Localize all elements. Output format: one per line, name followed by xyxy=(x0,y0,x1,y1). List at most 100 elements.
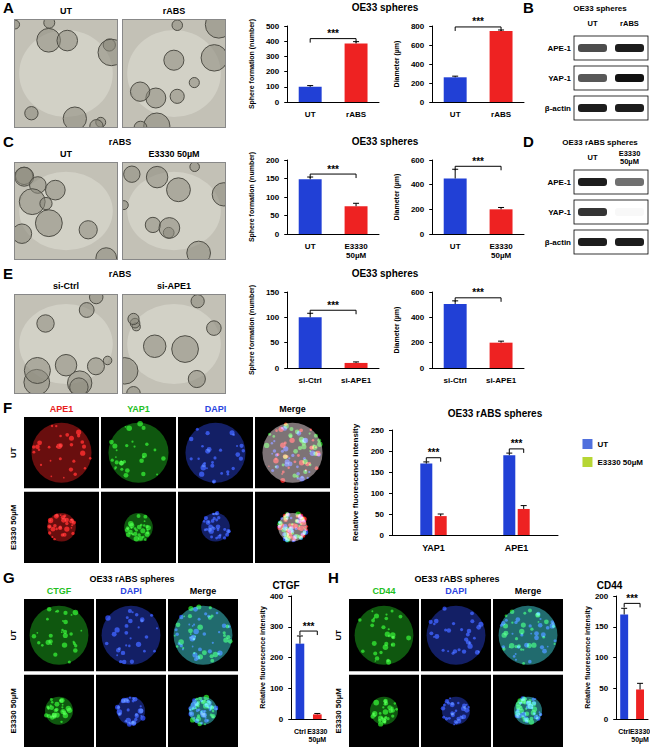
svg-text:rABS: rABS xyxy=(346,110,367,119)
svg-text:UT: UT xyxy=(305,242,316,251)
svg-text:0: 0 xyxy=(420,98,425,107)
svg-text:50: 50 xyxy=(270,211,279,220)
svg-text:***: *** xyxy=(472,16,484,27)
svg-text:G: G xyxy=(3,569,15,586)
svg-text:50µM: 50µM xyxy=(631,736,649,744)
svg-text:UT: UT xyxy=(597,440,608,449)
svg-text:400: 400 xyxy=(411,313,425,322)
svg-text:YAP1: YAP1 xyxy=(127,404,150,414)
svg-text:UT: UT xyxy=(60,6,72,16)
svg-text:E3330 50µM: E3330 50µM xyxy=(148,149,199,159)
svg-text:200: 200 xyxy=(411,338,425,347)
svg-text:E3330 50µM: E3330 50µM xyxy=(9,688,18,734)
svg-text:YAP1: YAP1 xyxy=(422,543,445,553)
svg-text:150: 150 xyxy=(371,468,385,477)
svg-text:OE33 rABS spheres: OE33 rABS spheres xyxy=(414,574,499,584)
svg-text:si-Ctrl: si-Ctrl xyxy=(444,376,467,385)
svg-text:UT: UT xyxy=(9,630,18,641)
svg-text:CTGF: CTGF xyxy=(47,586,72,596)
svg-text:50µM: 50µM xyxy=(346,251,367,260)
svg-text:200: 200 xyxy=(595,592,609,601)
svg-text:OE33 spheres: OE33 spheres xyxy=(573,4,627,13)
svg-text:800: 800 xyxy=(411,22,425,31)
svg-text:***: *** xyxy=(428,447,440,458)
svg-text:50µM: 50µM xyxy=(491,251,512,260)
svg-text:UT: UT xyxy=(588,153,598,162)
svg-text:UT: UT xyxy=(9,447,18,458)
svg-text:UT: UT xyxy=(305,110,316,119)
svg-text:H: H xyxy=(328,569,339,586)
svg-text:E3330 50µM: E3330 50µM xyxy=(597,458,643,467)
svg-text:300: 300 xyxy=(270,622,284,631)
svg-text:0: 0 xyxy=(380,531,385,540)
svg-text:0: 0 xyxy=(275,98,280,107)
svg-text:300: 300 xyxy=(266,52,280,61)
svg-text:OE33 rABS spheres: OE33 rABS spheres xyxy=(562,138,638,147)
svg-text:C: C xyxy=(3,133,14,150)
svg-text:***: *** xyxy=(327,28,339,39)
svg-text:E3330: E3330 xyxy=(630,728,650,735)
svg-text:500: 500 xyxy=(266,22,280,31)
svg-text:UT: UT xyxy=(334,630,343,641)
svg-text:***: *** xyxy=(472,287,484,298)
svg-text:0: 0 xyxy=(420,364,425,373)
svg-text:600: 600 xyxy=(411,41,425,50)
svg-text:APE1: APE1 xyxy=(50,404,74,414)
svg-text:CD44: CD44 xyxy=(597,580,623,591)
svg-text:***: *** xyxy=(626,593,638,604)
svg-text:50: 50 xyxy=(375,510,384,519)
svg-text:CD44: CD44 xyxy=(372,586,395,596)
svg-text:150: 150 xyxy=(595,622,609,631)
svg-text:OE33 spheres: OE33 spheres xyxy=(352,136,419,147)
svg-text:200: 200 xyxy=(270,653,284,662)
svg-text:OE33 spheres: OE33 spheres xyxy=(352,268,419,279)
svg-text:OE33 spheres: OE33 spheres xyxy=(352,2,419,13)
svg-text:200: 200 xyxy=(411,205,425,214)
svg-text:Merge: Merge xyxy=(190,586,217,596)
svg-text:CTGF: CTGF xyxy=(272,580,299,591)
svg-text:Relative fluorescence intensit: Relative fluorescence intensity xyxy=(584,606,592,709)
svg-text:100: 100 xyxy=(266,313,280,322)
svg-text:600: 600 xyxy=(411,156,425,165)
svg-text:A: A xyxy=(3,0,14,16)
svg-text:200: 200 xyxy=(411,79,425,88)
svg-text:β-actin: β-actin xyxy=(545,238,571,247)
svg-text:si-APE1: si-APE1 xyxy=(341,376,372,385)
svg-text:E3330 50µM: E3330 50µM xyxy=(334,688,343,734)
svg-text:0: 0 xyxy=(604,715,609,724)
svg-text:E3330: E3330 xyxy=(489,242,513,251)
svg-text:OE33 rABS spheres: OE33 rABS spheres xyxy=(448,408,543,419)
svg-text:400: 400 xyxy=(411,60,425,69)
svg-text:Sphere formation (number): Sphere formation (number) xyxy=(248,285,256,375)
svg-text:200: 200 xyxy=(371,447,385,456)
svg-text:***: *** xyxy=(511,438,523,449)
svg-text:Diameter (µm): Diameter (µm) xyxy=(393,174,401,221)
svg-text:UT: UT xyxy=(60,149,72,159)
svg-text:100: 100 xyxy=(270,684,284,693)
svg-text:UT: UT xyxy=(588,19,598,28)
svg-text:150: 150 xyxy=(266,174,280,183)
svg-text:B: B xyxy=(523,0,534,16)
svg-text:YAP-1: YAP-1 xyxy=(548,74,571,83)
svg-text:Ctrl: Ctrl xyxy=(294,728,306,735)
svg-text:si-APE1: si-APE1 xyxy=(157,281,191,291)
svg-text:250: 250 xyxy=(371,426,385,435)
svg-text:100: 100 xyxy=(595,653,609,662)
svg-text:si-APE1: si-APE1 xyxy=(486,376,517,385)
svg-text:OE33 rABS spheres: OE33 rABS spheres xyxy=(89,574,174,584)
svg-text:50µM: 50µM xyxy=(308,736,326,744)
svg-text:APE-1: APE-1 xyxy=(547,44,571,53)
svg-text:E: E xyxy=(3,265,13,282)
svg-text:600: 600 xyxy=(411,288,425,297)
svg-text:100: 100 xyxy=(266,193,280,202)
svg-text:50: 50 xyxy=(599,684,608,693)
svg-text:***: *** xyxy=(327,300,339,311)
svg-text:UT: UT xyxy=(450,242,461,251)
svg-text:rABS: rABS xyxy=(109,269,132,279)
svg-text:Sphere formation (number): Sphere formation (number) xyxy=(248,152,256,242)
svg-text:***: *** xyxy=(303,621,315,632)
svg-text:100: 100 xyxy=(266,82,280,91)
svg-text:400: 400 xyxy=(270,592,284,601)
svg-text:50: 50 xyxy=(270,338,279,347)
svg-text:***: *** xyxy=(472,156,484,167)
